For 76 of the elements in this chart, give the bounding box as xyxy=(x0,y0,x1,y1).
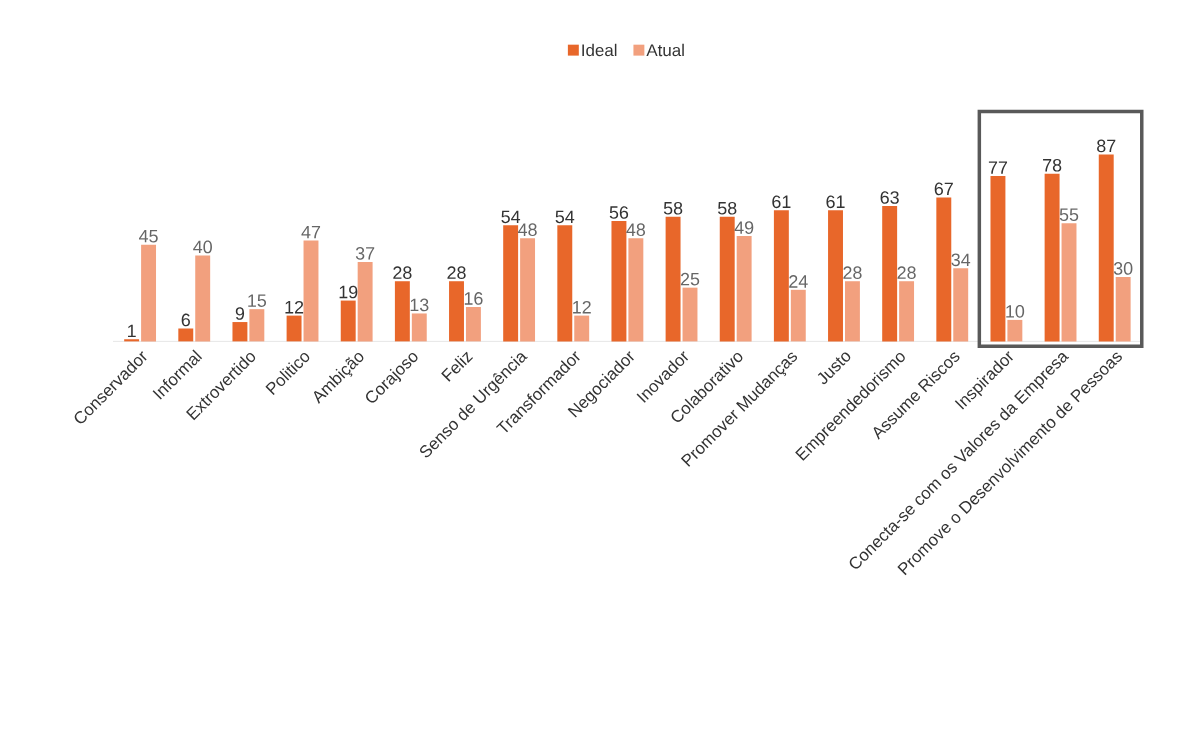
legend-label: Ideal xyxy=(582,43,617,56)
bar xyxy=(340,300,356,342)
bar xyxy=(611,220,627,342)
legend-label: Atual xyxy=(646,43,684,56)
data-label: 28 xyxy=(843,266,862,279)
bar xyxy=(1098,154,1114,342)
bar xyxy=(953,268,969,342)
bar xyxy=(124,339,140,342)
data-label: 37 xyxy=(355,246,375,260)
data-label: 61 xyxy=(772,195,791,208)
bar xyxy=(1115,276,1131,342)
bar xyxy=(682,287,698,342)
bar xyxy=(232,321,248,342)
data-label: 58 xyxy=(717,201,737,215)
data-label: 87 xyxy=(1097,139,1116,153)
data-label: 13 xyxy=(410,298,429,312)
bar xyxy=(1007,319,1023,342)
bar xyxy=(574,315,590,342)
data-label: 28 xyxy=(447,266,466,279)
data-label: 12 xyxy=(573,300,591,314)
bar xyxy=(465,306,481,342)
bar xyxy=(936,197,952,342)
bar xyxy=(899,280,915,342)
bar xyxy=(141,244,157,342)
bar xyxy=(195,255,211,342)
bar xyxy=(178,328,194,342)
data-label: 34 xyxy=(951,253,971,266)
data-label: 16 xyxy=(464,291,483,305)
bar xyxy=(790,289,806,342)
data-label: 19 xyxy=(339,285,358,299)
data-label: 15 xyxy=(248,294,267,307)
data-label: 9 xyxy=(235,306,245,320)
bar xyxy=(828,210,843,342)
data-label: 56 xyxy=(609,205,629,219)
data-label: 61 xyxy=(826,195,845,208)
data-label: 45 xyxy=(139,229,158,243)
data-label: 24 xyxy=(789,274,808,288)
data-label: 48 xyxy=(518,223,537,236)
bar xyxy=(1044,173,1060,342)
data-label: 40 xyxy=(193,240,212,254)
data-label: 30 xyxy=(1113,261,1133,275)
data-label: 58 xyxy=(663,201,683,215)
data-label: 67 xyxy=(934,182,953,195)
bar xyxy=(249,308,265,342)
bar xyxy=(990,175,1006,342)
data-label: 28 xyxy=(393,266,412,279)
data-label: 55 xyxy=(1059,208,1079,221)
bar xyxy=(286,315,302,342)
data-label: 54 xyxy=(501,210,521,223)
bar xyxy=(411,313,427,342)
bar xyxy=(1061,222,1077,342)
bar xyxy=(394,280,410,342)
bar xyxy=(628,238,644,342)
bar xyxy=(719,216,735,342)
bar xyxy=(449,280,464,342)
bar xyxy=(773,210,789,342)
data-label: 12 xyxy=(285,300,304,314)
bar xyxy=(665,216,681,342)
data-label: 10 xyxy=(1006,304,1025,318)
bar xyxy=(844,280,860,342)
bar xyxy=(357,261,373,342)
data-label: 6 xyxy=(181,313,190,327)
data-label: 78 xyxy=(1043,158,1062,172)
data-label: 1 xyxy=(128,324,136,337)
bar xyxy=(520,238,536,342)
data-label: 28 xyxy=(897,266,916,279)
bar xyxy=(882,205,898,342)
data-label: 25 xyxy=(680,272,700,286)
data-label: 63 xyxy=(880,190,899,204)
bar xyxy=(303,240,319,342)
bar xyxy=(736,235,752,342)
bar xyxy=(557,225,573,342)
data-label: 54 xyxy=(555,210,575,223)
data-label: 47 xyxy=(301,225,321,238)
bar xyxy=(503,225,519,342)
data-label: 77 xyxy=(988,161,1008,174)
